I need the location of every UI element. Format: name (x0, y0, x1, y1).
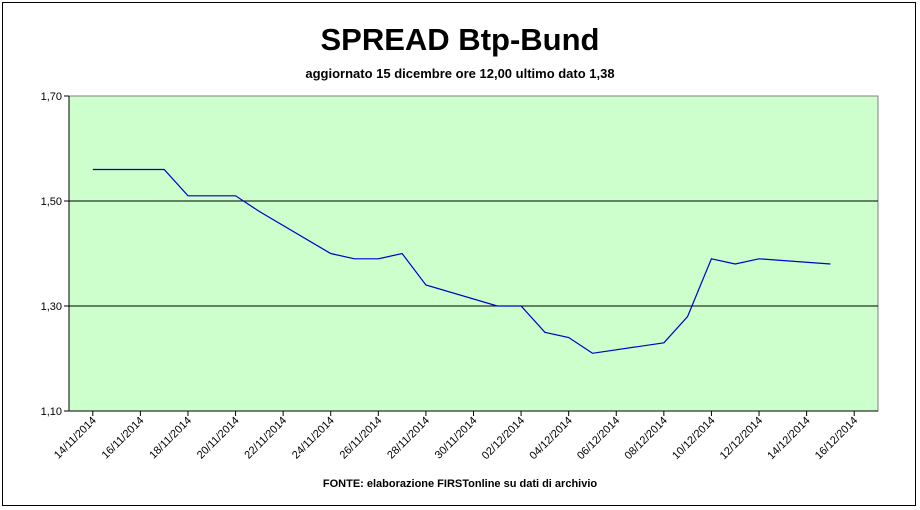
x-tick-label: 06/12/2014 (575, 415, 622, 462)
x-tick-label: 12/12/2014 (718, 415, 765, 462)
x-axis: 14/11/2014 16/11/2014 18/11/2014 20/11/2014… (52, 410, 878, 462)
x-tick-label: 02/12/2014 (480, 415, 527, 462)
chart-source: FONTE: elaborazione FIRSTonline su dati … (322, 478, 598, 490)
y-axis: 1,10 1,30 1,50 1,70 (41, 91, 70, 418)
x-tick-label: 30/11/2014 (433, 415, 480, 462)
x-tick-label: 14/11/2014 (52, 415, 99, 462)
x-tick-label: 20/11/2014 (195, 415, 242, 462)
x-tick-label: 16/11/2014 (100, 415, 147, 462)
x-tick-label: 14/12/2014 (765, 415, 812, 462)
chart-title: SPREAD Btp-Bund (320, 22, 600, 57)
chart-subtitle: aggiornato 15 dicembre ore 12,00 ultimo … (305, 66, 615, 81)
series-group (92, 168, 831, 354)
x-tick-label: 18/11/2014 (147, 415, 194, 462)
x-tick-label: 22/11/2014 (242, 415, 289, 462)
y-tick-label: 1,10 (41, 406, 62, 418)
y-tick-label: 1,30 (41, 301, 62, 313)
x-tick-label: 04/12/2014 (527, 415, 574, 462)
x-tick-label: 16/12/2014 (813, 415, 860, 462)
x-tick-label: 28/11/2014 (385, 415, 432, 462)
x-tick-label: 26/11/2014 (338, 415, 385, 462)
y-tick-label: 1,70 (41, 91, 62, 103)
y-tick-label: 1,50 (41, 196, 62, 208)
x-tick-label: 24/11/2014 (290, 415, 337, 462)
gridlines (69, 200, 878, 307)
series-line (92, 168, 831, 354)
x-tick-label: 10/12/2014 (670, 415, 717, 462)
x-tick-label: 08/12/2014 (623, 415, 670, 462)
plot-area (68, 95, 879, 412)
